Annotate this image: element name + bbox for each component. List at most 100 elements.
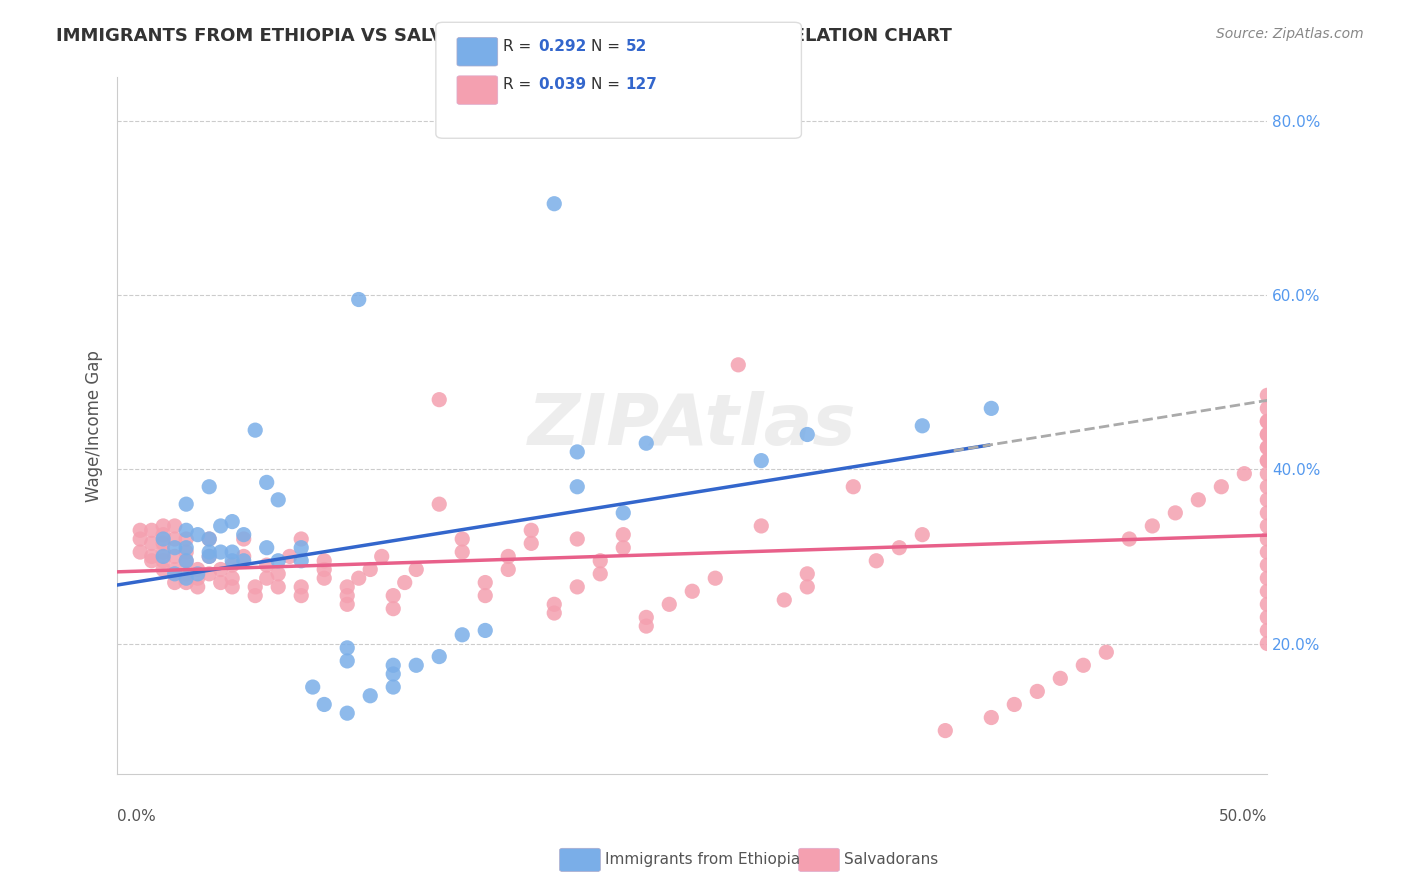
Point <box>474 589 496 603</box>
Point <box>405 658 427 673</box>
Point <box>1256 519 1278 533</box>
Point <box>1256 480 1278 494</box>
Point <box>256 541 278 555</box>
Point <box>141 523 163 537</box>
Point <box>174 523 197 537</box>
Point <box>163 541 186 555</box>
Point <box>1256 414 1278 428</box>
Point <box>267 566 290 581</box>
Text: Immigrants from Ethiopia: Immigrants from Ethiopia <box>605 853 800 867</box>
Point <box>1118 532 1140 546</box>
Point <box>612 506 634 520</box>
Point <box>152 519 174 533</box>
Point <box>267 580 290 594</box>
Point <box>314 698 336 712</box>
Point <box>1256 610 1278 624</box>
Point <box>129 532 152 546</box>
Point <box>209 575 232 590</box>
Point <box>842 480 865 494</box>
Text: 0.292: 0.292 <box>538 39 586 54</box>
Point <box>141 549 163 564</box>
Point <box>347 571 370 585</box>
Point <box>1256 388 1278 402</box>
Text: 0.039: 0.039 <box>538 78 586 92</box>
Text: R =: R = <box>503 39 537 54</box>
Point <box>1256 532 1278 546</box>
Point <box>163 575 186 590</box>
Point <box>1256 427 1278 442</box>
Point <box>187 562 209 576</box>
Point <box>141 536 163 550</box>
Point <box>567 445 589 459</box>
Point <box>382 601 405 615</box>
Point <box>1256 414 1278 428</box>
Point <box>209 562 232 576</box>
Point <box>314 554 336 568</box>
Point <box>681 584 703 599</box>
Point <box>520 536 543 550</box>
Point <box>427 649 450 664</box>
Point <box>174 575 197 590</box>
Point <box>496 562 519 576</box>
Point <box>1256 427 1278 442</box>
Point <box>347 293 370 307</box>
Point <box>427 497 450 511</box>
Point <box>589 554 612 568</box>
Point <box>370 549 392 564</box>
Point <box>336 640 359 655</box>
Point <box>1026 684 1049 698</box>
Point <box>336 589 359 603</box>
Point <box>152 549 174 564</box>
Text: 52: 52 <box>626 39 647 54</box>
Point <box>221 580 243 594</box>
Point <box>152 532 174 546</box>
Point <box>163 566 186 581</box>
Text: R =: R = <box>503 78 537 92</box>
Point <box>1142 519 1164 533</box>
Point <box>174 545 197 559</box>
Point <box>1002 698 1025 712</box>
Point <box>382 589 405 603</box>
Point <box>152 562 174 576</box>
Point <box>474 575 496 590</box>
Text: IMMIGRANTS FROM ETHIOPIA VS SALVADORAN WAGE/INCOME GAP CORRELATION CHART: IMMIGRANTS FROM ETHIOPIA VS SALVADORAN W… <box>56 27 952 45</box>
Point <box>359 689 381 703</box>
Point <box>267 554 290 568</box>
Point <box>174 541 197 555</box>
Point <box>382 667 405 681</box>
Point <box>187 527 209 541</box>
Point <box>1164 506 1187 520</box>
Point <box>980 710 1002 724</box>
Point <box>1256 558 1278 573</box>
Point <box>405 562 427 576</box>
Point <box>163 549 186 564</box>
Point <box>567 480 589 494</box>
Point <box>290 554 312 568</box>
Point <box>174 497 197 511</box>
Point <box>152 527 174 541</box>
Point <box>232 527 254 541</box>
Point <box>232 554 254 568</box>
Point <box>451 532 474 546</box>
Point <box>256 571 278 585</box>
Point <box>382 680 405 694</box>
Text: N =: N = <box>591 39 624 54</box>
Point <box>336 706 359 721</box>
Text: ZIPAtlas: ZIPAtlas <box>529 392 856 460</box>
Point <box>749 519 772 533</box>
Point <box>152 554 174 568</box>
Point <box>187 580 209 594</box>
Point <box>141 554 163 568</box>
Point <box>1256 597 1278 611</box>
Point <box>1256 453 1278 467</box>
Point <box>773 593 796 607</box>
Point <box>1256 506 1278 520</box>
Point <box>198 545 221 559</box>
Point <box>359 562 381 576</box>
Point <box>221 545 243 559</box>
Point <box>567 580 589 594</box>
Point <box>301 680 323 694</box>
Text: 127: 127 <box>626 78 658 92</box>
Point <box>796 580 818 594</box>
Point <box>267 492 290 507</box>
